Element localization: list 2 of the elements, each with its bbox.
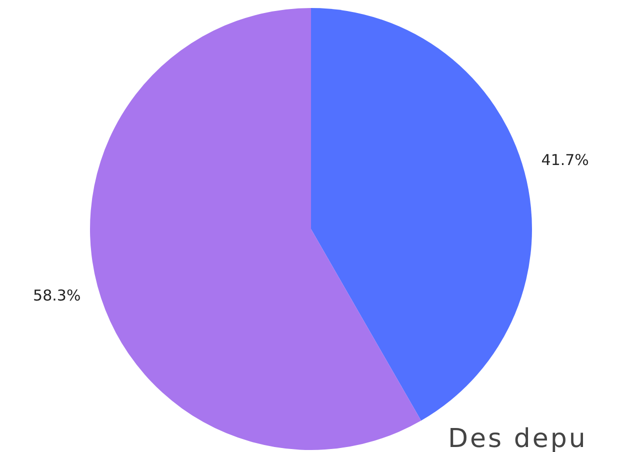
- data-label: 58.3%: [33, 286, 81, 305]
- data-label: 41.7%: [541, 151, 589, 170]
